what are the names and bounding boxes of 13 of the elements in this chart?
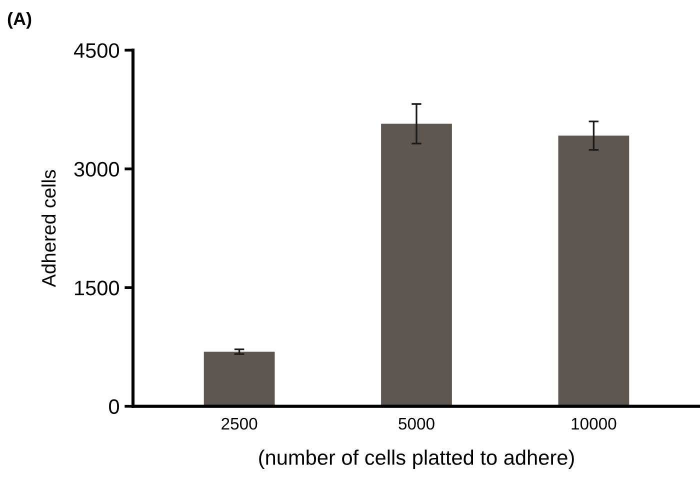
y-axis-title: Adhered cells [41,170,56,288]
x-tick-label: 2500 [222,418,258,430]
x-tick-label: 5000 [398,418,434,430]
bar [381,124,452,406]
y-tick-label: 4500 [74,43,119,58]
bar [204,352,275,406]
bar [558,136,630,406]
y-tick-label: 3000 [74,162,119,177]
y-tick-label: 0 [109,399,119,414]
chart-title: (A) [8,12,32,29]
y-tick-label: 1500 [75,280,119,296]
x-tick-label: 10000 [572,418,616,430]
x-axis-title: (number of cells platted to adhere) [259,450,574,470]
